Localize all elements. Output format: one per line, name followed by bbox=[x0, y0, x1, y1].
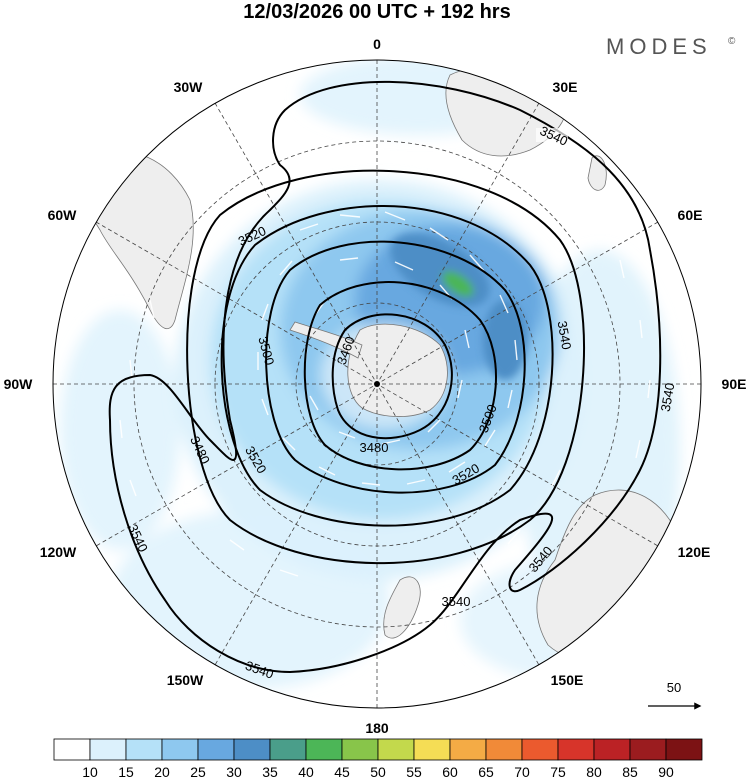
colorbar-tick-label: 45 bbox=[334, 764, 350, 780]
colorbar-swatch bbox=[665, 738, 703, 761]
map-boundary bbox=[52, 59, 702, 709]
colorbar-tick-label: 10 bbox=[82, 764, 98, 780]
lon-label-60e: 60E bbox=[678, 207, 703, 223]
colorbar-tick-label: 30 bbox=[226, 764, 242, 780]
colorbar-swatch bbox=[341, 738, 379, 761]
colorbar-tick-label: 85 bbox=[622, 764, 638, 780]
colorbar-swatch bbox=[449, 738, 487, 761]
colorbar-tick-label: 70 bbox=[514, 764, 530, 780]
madagascar bbox=[587, 155, 607, 191]
colorbar-tick-label: 20 bbox=[154, 764, 170, 780]
contour-label-c4: 3480 bbox=[360, 440, 389, 455]
south-pole-marker bbox=[374, 381, 380, 387]
colorbar-tick-label: 55 bbox=[406, 764, 422, 780]
lon-label-150e: 150E bbox=[551, 672, 584, 688]
graticule bbox=[53, 60, 701, 708]
colorbar-tick-label: 75 bbox=[550, 764, 566, 780]
colorbar-tick-label: 60 bbox=[442, 764, 458, 780]
contour-label-c9: 3540 bbox=[658, 382, 678, 413]
map-title: 12/03/2026 00 UTC + 192 hrs bbox=[243, 1, 510, 23]
colorbar-swatch bbox=[269, 738, 307, 761]
colorbar-tick-label: 90 bbox=[658, 764, 674, 780]
vector-scale: 50 bbox=[648, 680, 702, 710]
colorbar-tick-label: 25 bbox=[190, 764, 206, 780]
contour-3460 bbox=[331, 313, 453, 440]
lon-label-180: 180 bbox=[365, 720, 389, 736]
colorbar-tick-label: 15 bbox=[118, 764, 134, 780]
colorbar-swatch bbox=[557, 738, 595, 761]
lon-label-90e: 90E bbox=[722, 376, 747, 392]
colorbar-swatch bbox=[485, 738, 523, 761]
new-zealand bbox=[383, 576, 421, 639]
colorbar-swatch bbox=[233, 738, 271, 761]
antarctica bbox=[347, 323, 448, 417]
lon-label-120w: 120W bbox=[40, 544, 77, 560]
colorbar-tick-label: 65 bbox=[478, 764, 494, 780]
colorbar-swatch bbox=[521, 738, 559, 761]
longitude-labels: 0 30E 60E 90E 120E 150E 180 150W 120W 90… bbox=[4, 36, 747, 736]
brand-logo: MODES bbox=[606, 34, 712, 59]
colorbar-tick-label: 50 bbox=[370, 764, 386, 780]
lon-label-30e: 30E bbox=[553, 79, 578, 95]
lon-label-0: 0 bbox=[373, 36, 381, 52]
contour-3480 bbox=[303, 281, 497, 471]
colorbar-swatch bbox=[197, 738, 235, 761]
colorbar-swatch bbox=[305, 738, 343, 761]
colorbar-swatch bbox=[377, 738, 415, 761]
colorbar-tick-label: 35 bbox=[262, 764, 278, 780]
lon-label-120e: 120E bbox=[678, 544, 711, 560]
colorbar-swatch bbox=[413, 738, 451, 761]
contour-3520 bbox=[220, 204, 554, 527]
height-contours bbox=[108, 80, 662, 674]
contour-3540-outer bbox=[108, 80, 662, 674]
colorbar-tick-label: 80 bbox=[586, 764, 602, 780]
contour-3540-inner bbox=[186, 169, 585, 565]
brand-mark: © bbox=[728, 36, 736, 47]
contour-3500 bbox=[265, 240, 526, 494]
lon-label-150w: 150W bbox=[167, 672, 204, 688]
colorbar-swatch bbox=[89, 738, 127, 761]
vector-scale-label: 50 bbox=[667, 680, 681, 695]
lon-label-30w: 30W bbox=[174, 79, 204, 95]
colorbar-swatch bbox=[161, 738, 199, 761]
lon-label-90w: 90W bbox=[4, 376, 34, 392]
colorbar-swatch bbox=[125, 738, 163, 761]
map-disk bbox=[53, 60, 701, 708]
contour-label-c3: 3500 bbox=[255, 335, 277, 367]
colorbar-swatch bbox=[629, 738, 667, 761]
colorbar-swatch bbox=[593, 738, 631, 761]
lon-label-60w: 60W bbox=[48, 207, 78, 223]
contour-label-c11: 3540 bbox=[442, 594, 471, 609]
contour-label-c8: 3540 bbox=[555, 320, 575, 351]
colorbar-tick-label: 40 bbox=[298, 764, 314, 780]
colorbar: 10 15 20 25 30 35 40 45 50 55 60 65 70 75 80 85 90 bbox=[53, 738, 703, 780]
wind-vectors bbox=[119, 211, 651, 577]
colorbar-swatch bbox=[53, 738, 91, 761]
